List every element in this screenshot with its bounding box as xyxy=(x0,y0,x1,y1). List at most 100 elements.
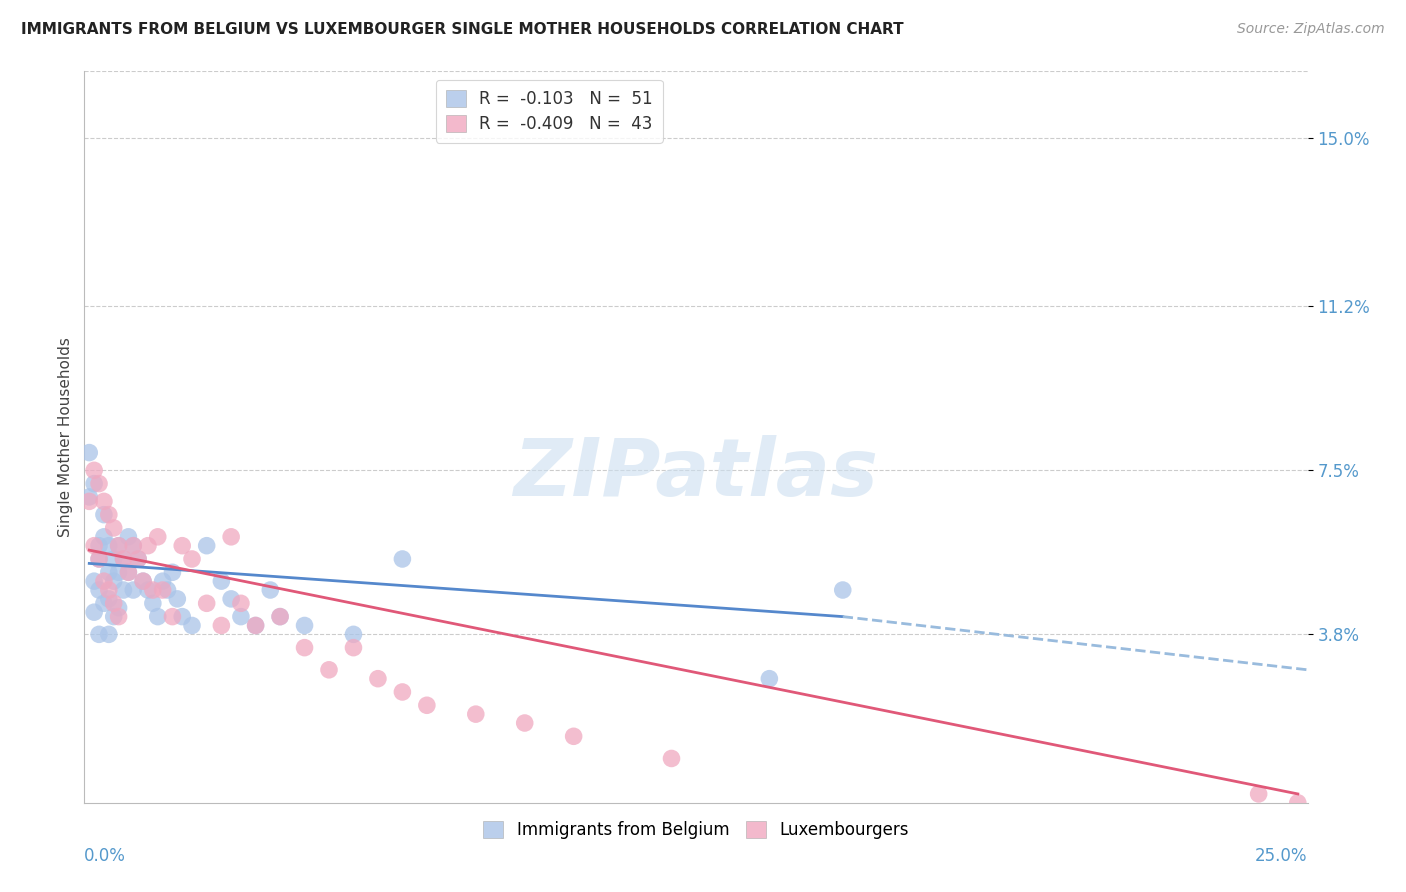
Point xyxy=(122,582,145,597)
Point xyxy=(181,552,204,566)
Point xyxy=(1286,796,1309,810)
Point xyxy=(367,672,389,686)
Point xyxy=(117,566,139,580)
Point xyxy=(269,609,291,624)
Text: IMMIGRANTS FROM BELGIUM VS LUXEMBOURGER SINGLE MOTHER HOUSEHOLDS CORRELATION CHA: IMMIGRANTS FROM BELGIUM VS LUXEMBOURGER … xyxy=(21,22,904,37)
Point xyxy=(136,582,159,597)
Point xyxy=(245,618,267,632)
Point xyxy=(195,539,218,553)
Point xyxy=(162,566,184,580)
Point xyxy=(464,707,486,722)
Point xyxy=(97,566,120,580)
Point xyxy=(87,627,110,641)
Point xyxy=(77,490,100,504)
Point xyxy=(562,729,585,743)
Point xyxy=(219,591,242,606)
Point xyxy=(152,582,174,597)
Point xyxy=(142,582,165,597)
Point xyxy=(318,663,340,677)
Point xyxy=(87,476,110,491)
Point xyxy=(97,582,120,597)
Point xyxy=(156,582,179,597)
Point xyxy=(122,539,145,553)
Point xyxy=(181,618,204,632)
Point xyxy=(87,582,110,597)
Text: 25.0%: 25.0% xyxy=(1256,847,1308,865)
Point xyxy=(391,552,413,566)
Point xyxy=(93,508,115,522)
Point xyxy=(142,596,165,610)
Point xyxy=(117,566,139,580)
Point xyxy=(146,609,169,624)
Point xyxy=(112,552,135,566)
Point xyxy=(831,582,853,597)
Point xyxy=(152,574,174,589)
Point xyxy=(87,539,110,553)
Point xyxy=(259,582,281,597)
Point xyxy=(107,539,129,553)
Point xyxy=(195,596,218,610)
Point xyxy=(93,530,115,544)
Point xyxy=(391,685,413,699)
Point xyxy=(107,539,129,553)
Point xyxy=(172,609,194,624)
Point xyxy=(1247,787,1270,801)
Point xyxy=(77,445,100,459)
Point xyxy=(758,672,780,686)
Point xyxy=(103,609,125,624)
Y-axis label: Single Mother Households: Single Mother Households xyxy=(58,337,73,537)
Text: 0.0%: 0.0% xyxy=(84,847,127,865)
Point xyxy=(117,530,139,544)
Point xyxy=(132,574,155,589)
Point xyxy=(136,539,159,553)
Point xyxy=(97,591,120,606)
Point xyxy=(661,751,683,765)
Text: Source: ZipAtlas.com: Source: ZipAtlas.com xyxy=(1237,22,1385,37)
Text: ZIPatlas: ZIPatlas xyxy=(513,434,879,513)
Point xyxy=(83,463,105,477)
Point xyxy=(294,618,316,632)
Point xyxy=(229,596,252,610)
Point xyxy=(77,494,100,508)
Point xyxy=(162,609,184,624)
Point xyxy=(83,539,105,553)
Point xyxy=(93,596,115,610)
Point xyxy=(219,530,242,544)
Point xyxy=(107,566,129,580)
Point xyxy=(83,605,105,619)
Point xyxy=(166,591,188,606)
Point xyxy=(209,618,232,632)
Point xyxy=(103,574,125,589)
Point xyxy=(416,698,439,713)
Point xyxy=(107,609,129,624)
Point xyxy=(112,582,135,597)
Point xyxy=(132,574,155,589)
Point xyxy=(294,640,316,655)
Point xyxy=(269,609,291,624)
Point xyxy=(146,530,169,544)
Point xyxy=(112,552,135,566)
Point xyxy=(93,494,115,508)
Point xyxy=(83,574,105,589)
Point xyxy=(172,539,194,553)
Point xyxy=(103,596,125,610)
Point xyxy=(97,627,120,641)
Point xyxy=(229,609,252,624)
Point xyxy=(93,574,115,589)
Point xyxy=(83,476,105,491)
Point xyxy=(122,539,145,553)
Point xyxy=(127,552,149,566)
Point xyxy=(87,552,110,566)
Point xyxy=(127,552,149,566)
Legend: Immigrants from Belgium, Luxembourgers: Immigrants from Belgium, Luxembourgers xyxy=(477,814,915,846)
Point xyxy=(103,521,125,535)
Point xyxy=(342,640,364,655)
Point xyxy=(87,552,110,566)
Point xyxy=(209,574,232,589)
Point xyxy=(97,539,120,553)
Point xyxy=(342,627,364,641)
Point xyxy=(513,716,536,731)
Point xyxy=(103,552,125,566)
Point xyxy=(97,508,120,522)
Point xyxy=(107,600,129,615)
